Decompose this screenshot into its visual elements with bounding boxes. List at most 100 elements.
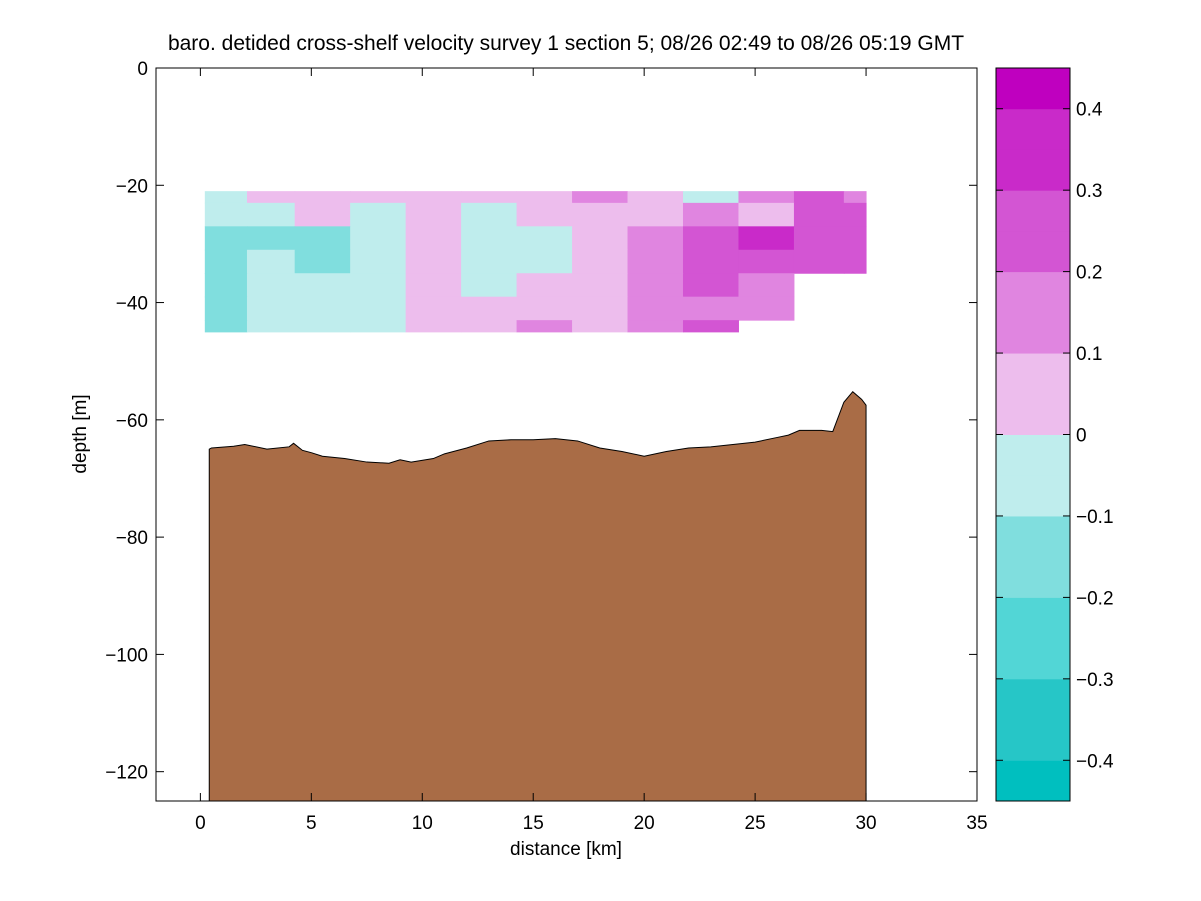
velocity-cell [738,296,795,321]
velocity-cell [294,296,351,321]
velocity-cell [516,191,573,204]
colorbar-tick-label: 0.4 [1076,100,1103,121]
colorbar-segment [996,149,1070,191]
velocity-cell [405,273,462,298]
x-tick-label: 35 [966,813,987,834]
velocity-cell [516,202,573,227]
colorbar-tick-label: −0.3 [1076,670,1114,691]
velocity-cell [738,191,795,204]
colorbar-segment [996,271,1070,313]
velocity-cell [682,273,739,298]
y-tick-label: −60 [116,411,148,432]
colorbar-segment [996,475,1070,517]
velocity-cell [405,320,462,333]
velocity-cell [572,273,629,298]
plot-frame [155,67,978,802]
x-tick-label: 20 [634,813,655,834]
velocity-cell [204,320,248,333]
colorbar-segment [996,108,1070,150]
colorbar-segment [996,190,1070,232]
colorbar-segment [996,638,1070,680]
x-axis: 0 5 10 15 20 25 30 35 [195,68,988,834]
colorbar-segment [996,515,1070,558]
y-axis: 0 −20 −40 −60 −80 −100 −120 [105,59,977,784]
velocity-cell [516,296,573,321]
velocity-cell [405,296,462,321]
velocity-cell [682,320,739,333]
colorbar-segment [996,230,1070,273]
velocity-cell [294,273,351,298]
velocity-cell [350,296,407,321]
velocity-cell [246,249,296,274]
x-tick-label: 5 [306,813,317,834]
velocity-cell [461,273,518,298]
x-tick-label: 0 [195,813,206,834]
velocity-cell [405,191,462,204]
velocity-cell [793,191,845,204]
velocity-cell [294,202,351,227]
velocity-cell [572,249,629,274]
colorbar-segment [996,678,1070,721]
velocity-cell [350,273,407,298]
y-tick-label: 0 [137,59,148,80]
colorbar-tick-label: −0.1 [1076,507,1114,528]
velocity-cell [627,249,684,274]
colorbar-tick-label: −0.4 [1076,751,1114,772]
velocity-cell [204,226,248,251]
colorbar-segment [996,556,1070,598]
velocity-cell [843,202,867,227]
colorbar: −0.4 −0.3 −0.2 −0.1 0 0.1 0.2 0.3 0.4 [995,67,1114,802]
velocity-cell [516,273,573,298]
velocity-cell [572,226,629,251]
velocity-cell [682,226,739,251]
colorbar-segment [996,597,1070,639]
x-axis-label: distance [km] [510,839,622,860]
colorbar-segment [996,68,1070,110]
velocity-cell [204,273,248,298]
colorbar-segment [996,760,1070,802]
y-axis-label: depth [m] [70,394,91,473]
velocity-cell [627,273,684,298]
colorbar-tick-label: −0.2 [1076,588,1114,609]
velocity-cell [204,202,248,227]
velocity-cell [627,296,684,321]
velocity-cell [350,320,407,333]
velocity-cell [516,249,573,274]
velocity-cell [627,320,684,333]
velocity-cell [294,226,351,251]
colorbar-ticks: −0.4 −0.3 −0.2 −0.1 0 0.1 0.2 0.3 0.4 [996,100,1114,772]
colorbar-segment [996,353,1070,395]
velocity-cell [627,202,684,227]
velocity-cell [246,296,296,321]
velocity-cell [738,226,795,251]
velocity-cell [294,320,351,333]
velocity-cell [294,249,351,274]
velocity-cell [682,191,739,204]
colorbar-tick-label: 0 [1076,426,1087,447]
velocity-cell [627,191,684,204]
velocity-cell [246,202,296,227]
colorbar-segment [996,312,1070,354]
velocity-cell [204,296,248,321]
velocity-cell [204,191,248,204]
colorbar-tick-label: 0.2 [1076,263,1102,284]
x-tick-label: 25 [745,813,766,834]
velocity-cell [843,191,867,204]
velocity-cell [572,296,629,321]
colorbar-tick-label: 0.3 [1076,181,1102,202]
velocity-cell [246,191,296,204]
velocity-cell [461,249,518,274]
velocity-cell [738,202,795,227]
velocity-cell [682,249,739,274]
chart-title: baro. detided cross-shelf velocity surve… [168,32,964,55]
y-tick-label: −80 [116,528,148,549]
velocity-cell [350,226,407,251]
velocity-cell [843,226,867,251]
velocity-cell [793,226,845,251]
velocity-cell [682,202,739,227]
velocity-cell [627,226,684,251]
velocity-cell [405,226,462,251]
velocity-cell [246,320,296,333]
velocity-cell [461,320,518,333]
